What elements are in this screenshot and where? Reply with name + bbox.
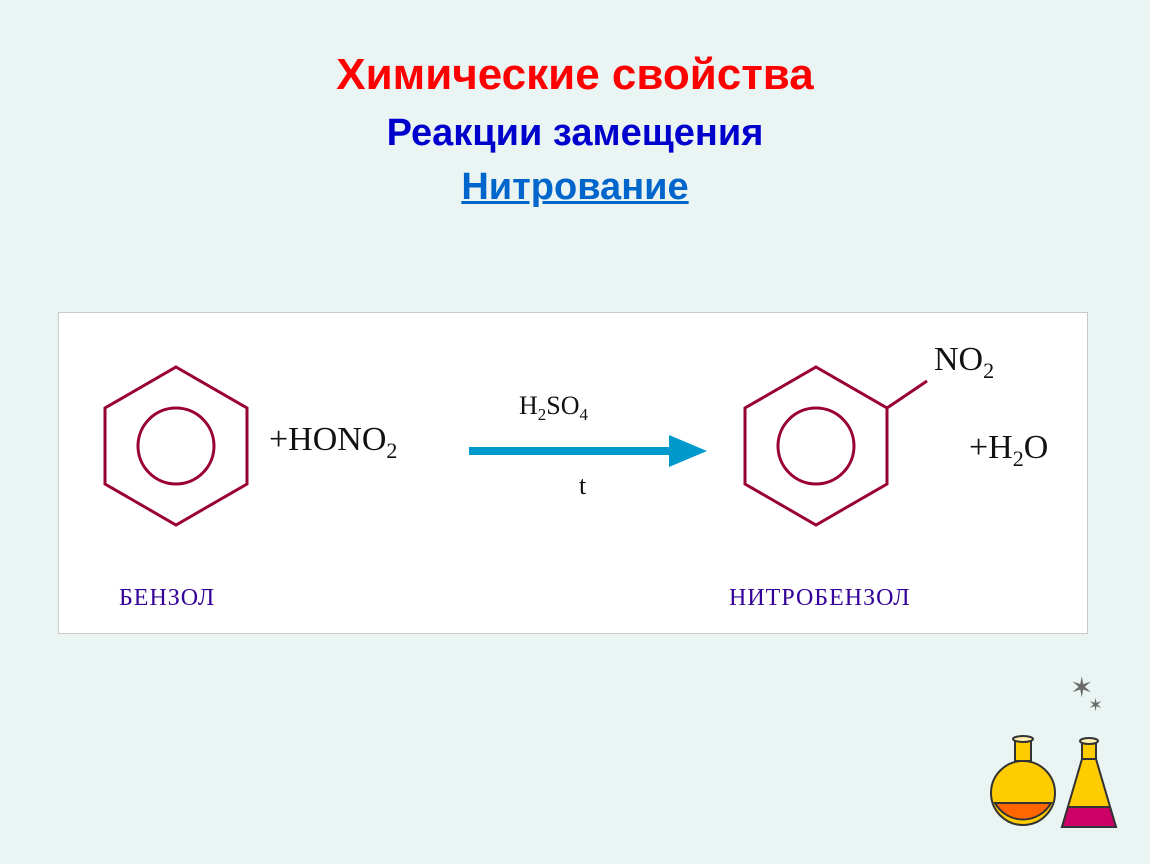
benzene-name-label: БЕНЗОЛ	[119, 585, 215, 612]
product-water-label: +H2O	[969, 429, 1048, 472]
product-plus-sub: 2	[1013, 446, 1024, 471]
reaction-arrow-icon	[469, 431, 709, 476]
product-no2-label: NO2	[934, 341, 994, 384]
product-plus-o: O	[1024, 429, 1049, 466]
arrow-top-label: H2SO4	[519, 391, 588, 425]
slide-title: Химические свойства	[0, 50, 1150, 100]
benzene-structure-icon	[99, 361, 253, 531]
arrow-top-h: H	[519, 391, 538, 420]
reagent-label: +HONO2	[269, 421, 397, 464]
slide-subtitle-nitration: Нитрование	[0, 166, 1150, 209]
nitrobenzene-name-label: НИТРОБЕНЗОЛ	[729, 585, 911, 612]
nitrobenzene-structure-icon	[739, 361, 939, 531]
product-no: NO	[934, 341, 983, 378]
arrow-bottom-label: t	[579, 471, 586, 501]
reagent-text: +HONO	[269, 421, 386, 458]
reagent-sub: 2	[386, 438, 397, 463]
slide: Химические свойства Реакции замещения Ни…	[0, 0, 1150, 864]
arrow-top-sub1: 2	[538, 405, 546, 424]
arrow-top-so: SO	[546, 391, 579, 420]
svg-text:✶: ✶	[1088, 695, 1103, 715]
flasks-icon	[990, 731, 1130, 846]
arrow-top-sub2: 4	[579, 405, 587, 424]
product-plus-h: +H	[969, 429, 1013, 466]
slide-subtitle-reactions: Реакции замещения	[0, 112, 1150, 155]
reaction-box: +HONO2 H2SO4 t NO2 +H2O	[58, 312, 1088, 634]
product-no-sub: 2	[983, 358, 994, 383]
sparkle-icon: ✶ ✶	[1060, 669, 1110, 724]
